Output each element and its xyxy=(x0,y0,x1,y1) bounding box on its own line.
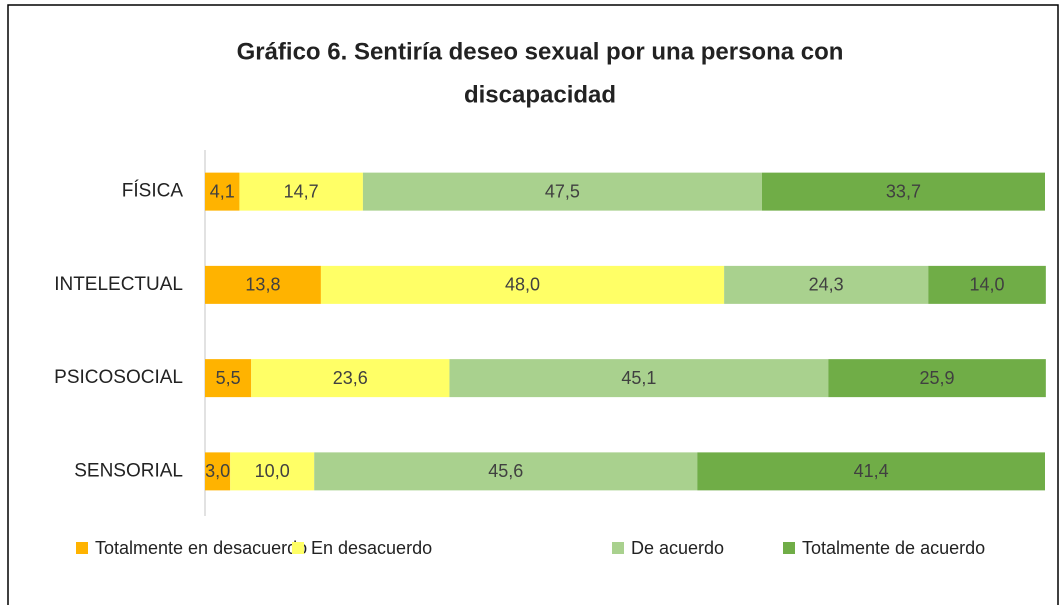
bar-segment xyxy=(205,265,321,304)
data-label: 3,0 xyxy=(205,461,230,481)
bar-segment xyxy=(205,452,231,491)
data-label: 45,1 xyxy=(621,368,656,388)
bar-segment xyxy=(239,172,363,211)
bar-segment xyxy=(320,265,725,304)
y-tick-label: FÍSICA xyxy=(122,181,184,202)
data-label: 41,4 xyxy=(854,461,889,481)
bar-segment xyxy=(230,452,315,491)
y-tick-label: PSICOSOCIAL xyxy=(54,367,183,388)
data-label: 24,3 xyxy=(809,275,844,295)
bar-segment xyxy=(205,359,252,398)
data-label: 14,7 xyxy=(284,181,319,201)
legend-swatch xyxy=(292,542,304,554)
bar-segment xyxy=(314,452,698,491)
data-label: 14,0 xyxy=(970,275,1005,295)
chart-title: discapacidad xyxy=(464,81,616,108)
bar-segment xyxy=(928,265,1046,304)
data-label: 45,6 xyxy=(488,461,523,481)
bar-segment xyxy=(251,359,450,398)
data-label: 48,0 xyxy=(505,275,540,295)
data-label: 23,6 xyxy=(333,368,368,388)
bar-segment xyxy=(362,172,762,211)
data-label: 10,0 xyxy=(255,461,290,481)
y-tick-label: INTELECTUAL xyxy=(54,274,183,295)
bar-segment xyxy=(205,172,240,211)
bar-segment xyxy=(724,265,929,304)
bar-segment xyxy=(761,172,1045,211)
legend-swatch xyxy=(783,542,795,554)
legend-label: Totalmente en desacuerdo xyxy=(95,538,307,558)
data-label: 25,9 xyxy=(920,368,955,388)
data-label: 33,7 xyxy=(886,181,921,201)
legend-label: Totalmente de acuerdo xyxy=(802,538,985,558)
data-label: 4,1 xyxy=(210,181,235,201)
bar-segment xyxy=(449,359,829,398)
legend-label: De acuerdo xyxy=(631,538,724,558)
data-label: 13,8 xyxy=(245,275,280,295)
legend-label: En desacuerdo xyxy=(311,538,432,558)
y-tick-label: SENSORIAL xyxy=(74,460,183,481)
bar-segment xyxy=(828,359,1046,398)
data-label: 5,5 xyxy=(216,368,241,388)
legend-swatch xyxy=(612,542,624,554)
data-label: 47,5 xyxy=(545,181,580,201)
chart-title: Gráfico 6. Sentiría deseo sexual por una… xyxy=(237,38,844,65)
bar-segment xyxy=(697,452,1045,491)
chart-frame xyxy=(7,4,1059,605)
legend-swatch xyxy=(76,542,88,554)
